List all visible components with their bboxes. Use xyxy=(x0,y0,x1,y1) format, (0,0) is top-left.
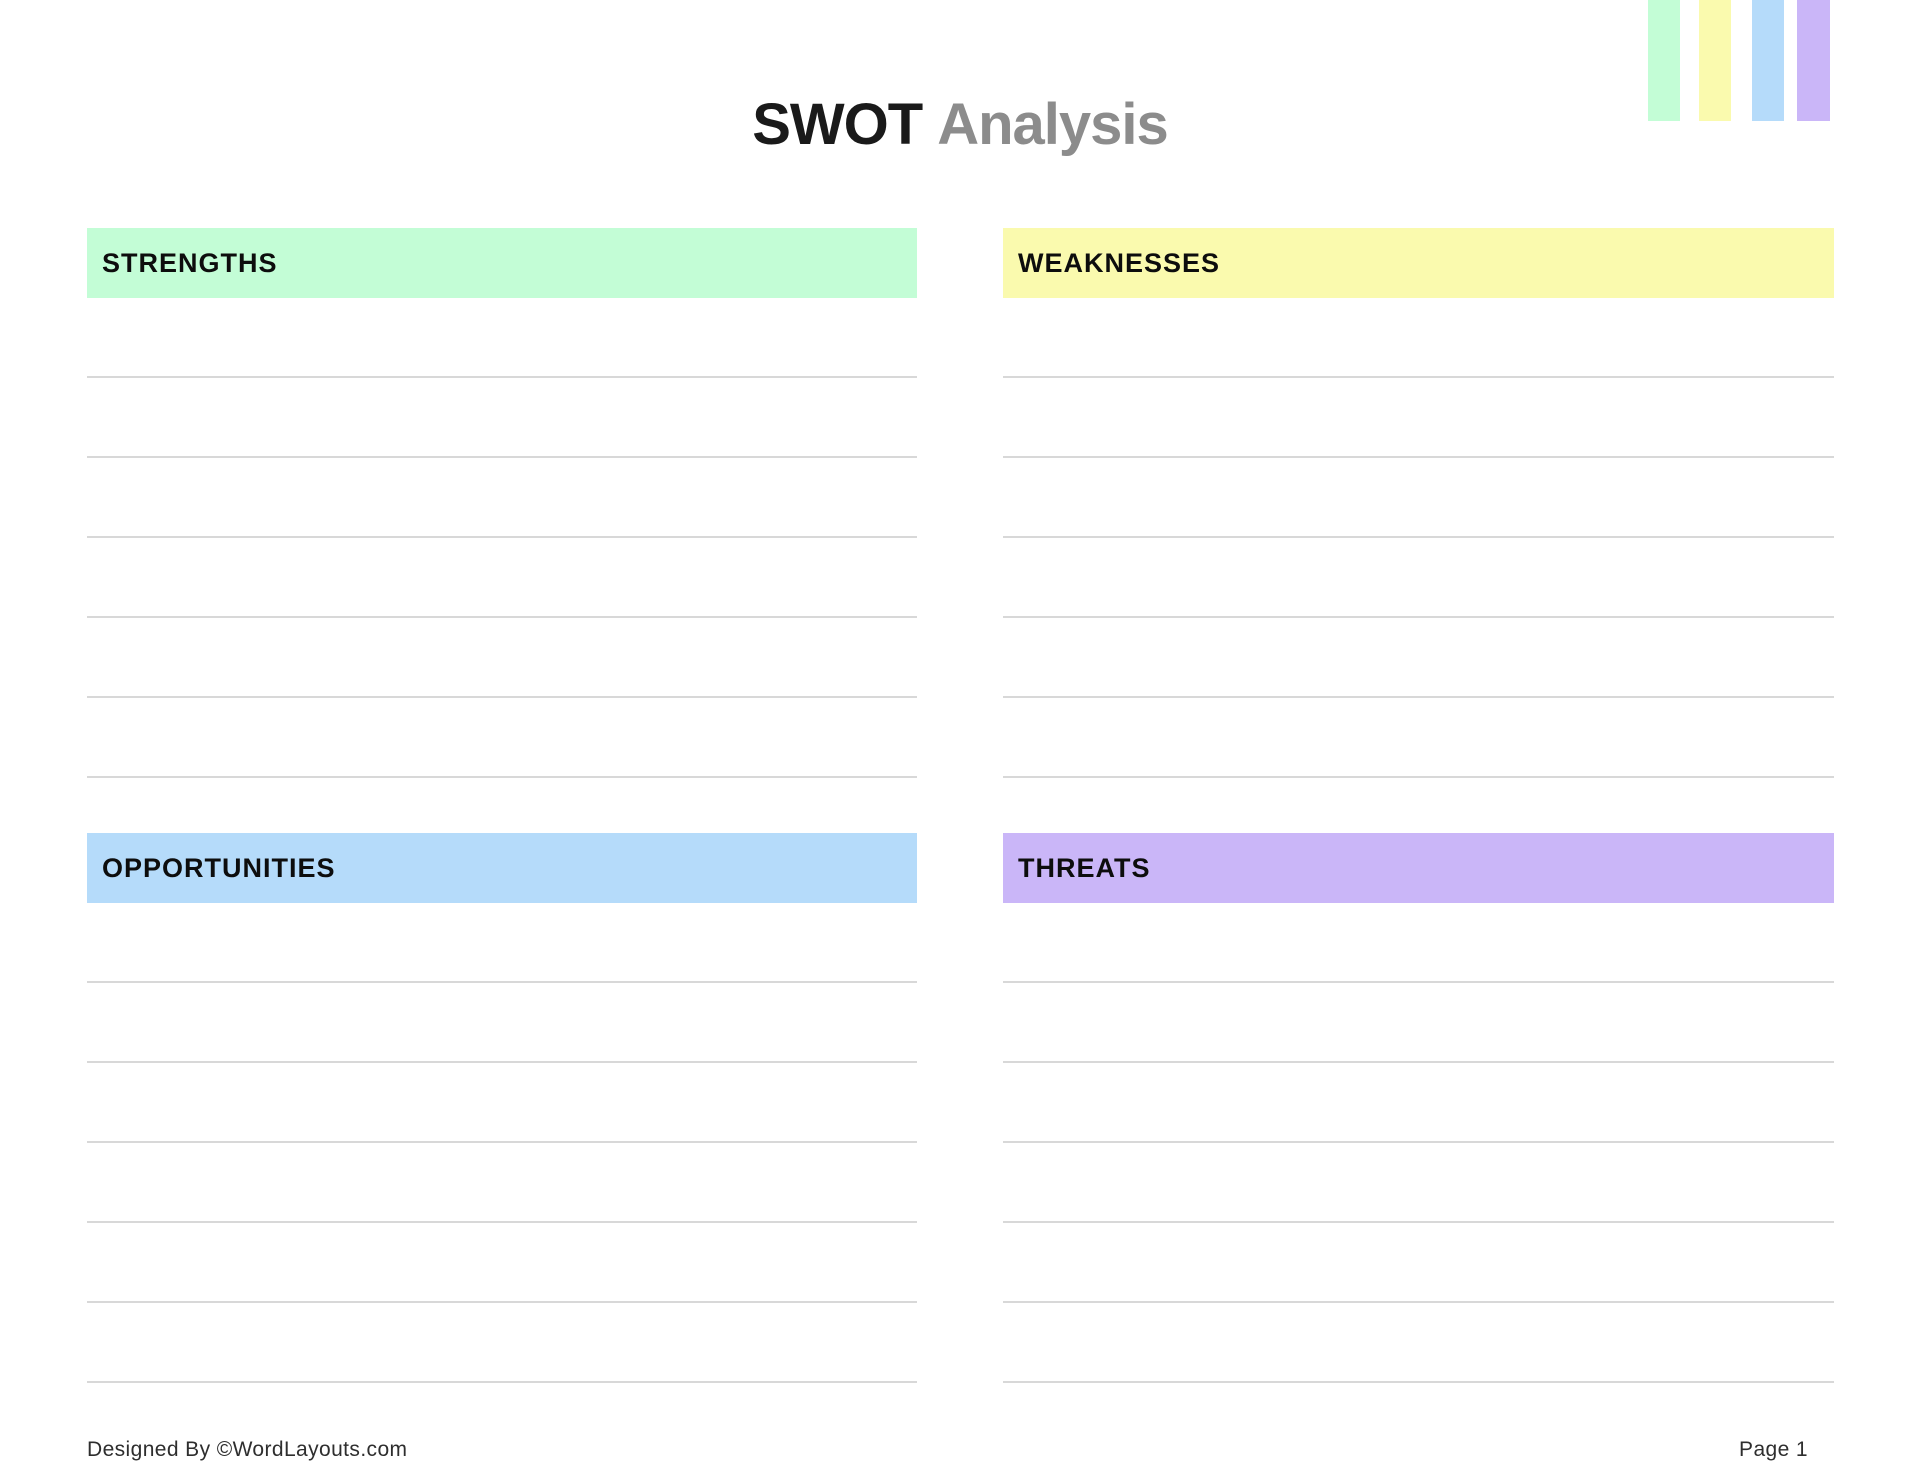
ruled-line xyxy=(87,903,917,983)
footer-credit: Designed By ©WordLayouts.com xyxy=(87,1438,408,1461)
ruled-line xyxy=(1003,903,1834,983)
page-title-analysis: Analysis xyxy=(937,92,1169,157)
threats-header-label: THREATS xyxy=(1018,852,1151,883)
strengths-header-label: STRENGTHS xyxy=(102,247,278,278)
ruled-line xyxy=(87,1223,917,1303)
ruled-line xyxy=(1003,538,1834,618)
purple-stripe-decoration xyxy=(1797,0,1830,121)
ruled-line xyxy=(87,1143,917,1223)
ruled-line xyxy=(1003,1063,1834,1143)
ruled-line xyxy=(1003,618,1834,698)
weaknesses-header-label: WEAKNESSES xyxy=(1018,247,1221,278)
opportunities-header-label: OPPORTUNITIES xyxy=(102,852,336,883)
ruled-line xyxy=(1003,1303,1834,1383)
ruled-line xyxy=(87,983,917,1063)
ruled-line xyxy=(1003,983,1834,1063)
opportunities-writing-area[interactable] xyxy=(87,903,917,1383)
page-title-swot: SWOT xyxy=(752,92,923,157)
strengths-quadrant: STRENGTHS xyxy=(87,228,917,778)
ruled-line xyxy=(1003,378,1834,458)
ruled-line xyxy=(87,1063,917,1143)
threats-writing-area[interactable] xyxy=(1003,903,1834,1383)
ruled-line xyxy=(87,618,917,698)
ruled-line xyxy=(1003,458,1834,538)
threats-quadrant: THREATS xyxy=(1003,833,1834,1383)
ruled-line xyxy=(87,458,917,538)
ruled-line xyxy=(1003,1223,1834,1303)
weaknesses-quadrant: WEAKNESSES xyxy=(1003,228,1834,778)
strengths-header: STRENGTHS xyxy=(87,228,917,298)
page-title: SWOT Analysis xyxy=(0,90,1920,160)
ruled-line xyxy=(87,378,917,458)
weaknesses-header: WEAKNESSES xyxy=(1003,228,1834,298)
ruled-line xyxy=(1003,1143,1834,1223)
strengths-writing-area[interactable] xyxy=(87,298,917,778)
ruled-line xyxy=(87,538,917,618)
opportunities-quadrant: OPPORTUNITIES xyxy=(87,833,917,1383)
ruled-line xyxy=(87,1303,917,1383)
opportunities-header: OPPORTUNITIES xyxy=(87,833,917,903)
ruled-line xyxy=(1003,298,1834,378)
green-stripe-decoration xyxy=(1648,0,1680,121)
ruled-line xyxy=(87,298,917,378)
blue-stripe-decoration xyxy=(1752,0,1784,121)
footer-page-number: Page 1 xyxy=(1739,1438,1808,1461)
corner-stripes xyxy=(0,0,1920,121)
yellow-stripe-decoration xyxy=(1699,0,1731,121)
threats-header: THREATS xyxy=(1003,833,1834,903)
ruled-line xyxy=(1003,698,1834,778)
weaknesses-writing-area[interactable] xyxy=(1003,298,1834,778)
ruled-line xyxy=(87,698,917,778)
